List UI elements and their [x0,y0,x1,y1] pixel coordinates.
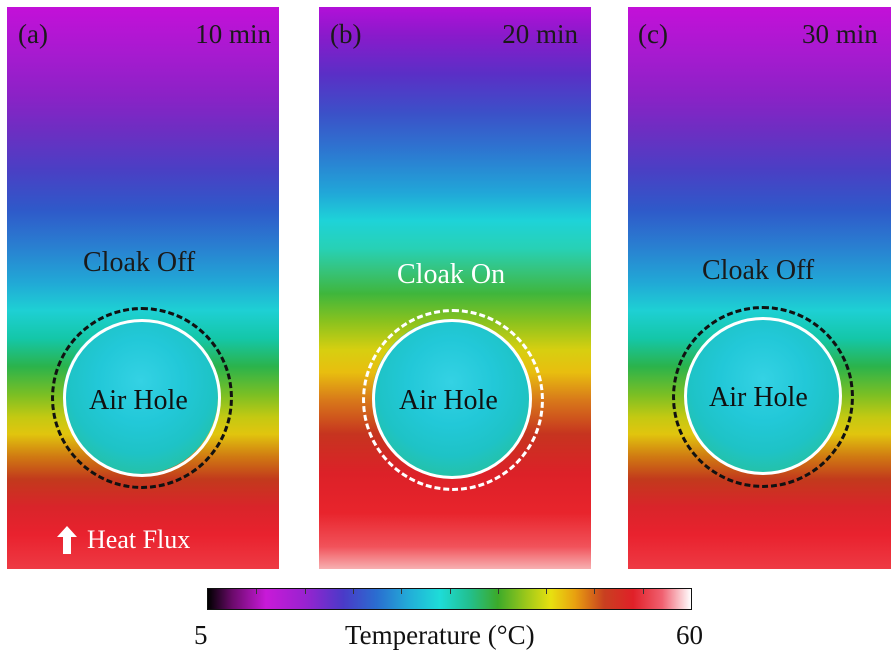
air-hole-label: Air Hole [709,382,808,413]
time-label: 10 min [195,19,271,49]
thermal-panel-a: (a) 10 min Cloak Off Air Hole Heat Flux [7,7,279,569]
colorbar-tick [304,589,306,594]
colorbar-tick [352,589,354,594]
air-hole-label: Air Hole [89,385,188,416]
hole-boundary-ring [684,317,842,475]
colorbar-tick [497,589,499,594]
colorbar-max-label: 60 [676,620,703,650]
panel-label: (c) [638,19,668,49]
cloak-status-label: Cloak On [397,259,506,290]
air-hole-label: Air Hole [399,385,498,416]
cloak-dashed-ring [362,309,544,491]
time-label: 30 min [802,19,878,49]
cloak-status-label: Cloak Off [83,247,196,278]
colorbar-min-label: 5 [194,620,208,650]
panel-label: (b) [330,19,362,49]
colorbar-title: Temperature (°C) [345,620,535,650]
thermal-panel-c: (c) 30 min Cloak Off Air Hole [628,7,891,569]
colorbar-tick [449,589,451,594]
hole-boundary-ring [63,319,221,477]
cloak-status-label: Cloak Off [702,255,815,286]
colorbar-tick [642,589,644,594]
time-label: 20 min [502,19,578,49]
temperature-colorbar [207,588,692,610]
colorbar-tick [594,589,596,594]
cloak-dashed-ring [51,307,233,489]
cloak-dashed-ring [672,306,854,488]
heat-flux-label: Heat Flux [87,525,191,554]
colorbar-ticks [208,589,691,609]
colorbar-tick [256,589,258,594]
up-arrow-icon [57,526,77,554]
colorbar-tick [546,589,548,594]
thermal-panel-b: (b) 20 min Cloak On Air Hole [319,7,591,569]
hole-boundary-ring [372,319,532,479]
heat-flux-indicator: Heat Flux [57,525,190,555]
panel-label: (a) [18,19,48,49]
colorbar-tick [401,589,403,594]
